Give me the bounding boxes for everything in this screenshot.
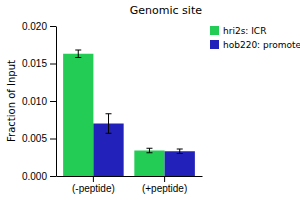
y-tick-label: 0.015: [22, 58, 47, 69]
y-tick: 0.010: [22, 96, 56, 107]
chart: 0.000 0.005 0.010 0.015 0.020 (-peptide) (+pep…: [0, 0, 300, 200]
x-tick-label: (+peptide): [142, 183, 187, 194]
x-tick-mark: [164, 176, 165, 182]
y-tick: 0.020: [22, 21, 56, 32]
y-tick-label: 0.000: [22, 171, 47, 182]
x-tick-mark: [93, 176, 94, 182]
error-bar: [177, 149, 183, 154]
y-tick-mark: [50, 176, 56, 177]
x-tick: (-peptide): [72, 176, 115, 194]
x-tick: (+peptide): [142, 176, 187, 194]
bar: [134, 151, 164, 177]
y-tick: 0.005: [22, 133, 56, 144]
series: [63, 50, 164, 176]
series: [93, 114, 194, 176]
y-tick-label: 0.010: [22, 96, 47, 107]
error-bar: [106, 114, 112, 134]
x-tick-label: (-peptide): [72, 183, 115, 194]
y-axis-line: [56, 27, 57, 177]
y-axis-title: Fraction of Input: [6, 60, 17, 142]
y-tick-mark: [50, 64, 56, 65]
y-tick: 0.015: [22, 58, 56, 69]
plot: 0.000 0.005 0.010 0.015 0.020 (-peptide) (+pep…: [22, 21, 203, 194]
bar: [63, 54, 93, 176]
legend-swatch: [210, 40, 219, 49]
y-tick-mark: [50, 26, 56, 27]
y-tick-label: 0.020: [22, 21, 47, 32]
x-axis: (-peptide) (+peptide): [57, 176, 203, 194]
y-axis: 0.000 0.005 0.010 0.015 0.020: [22, 21, 57, 182]
legend-label: hri2s: ICR: [223, 26, 266, 36]
legend-swatch: [210, 26, 219, 35]
error-bar: [75, 50, 81, 58]
title: Genomic site: [130, 4, 202, 17]
x-axis-line: [57, 176, 203, 177]
y-tick-mark: [50, 139, 56, 140]
y-tick-label: 0.005: [22, 133, 47, 144]
y-tick: 0.000: [22, 171, 56, 182]
y-tick-mark: [50, 101, 56, 102]
legend-label: hob220: promoter: [223, 40, 300, 50]
marks: [63, 50, 195, 176]
legend-item: hri2s: ICR: [210, 26, 266, 36]
legend-item: hob220: promoter: [210, 40, 300, 50]
legend: hri2s: ICR hob220: promoter: [210, 26, 300, 50]
bar: [165, 151, 195, 176]
error-bar: [146, 148, 152, 153]
